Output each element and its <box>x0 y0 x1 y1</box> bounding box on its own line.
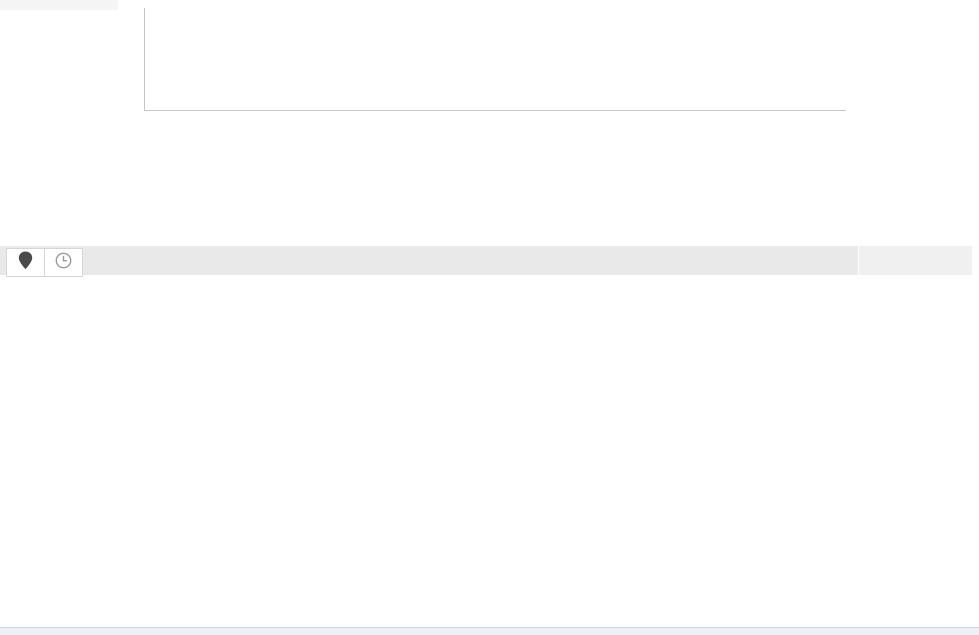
chart-toolbar <box>6 248 83 277</box>
temperature-chart[interactable] <box>145 0 445 150</box>
location-pin-icon <box>18 251 33 275</box>
charts-x-axis-strip-right <box>859 246 972 275</box>
elevation-y-axis-line <box>144 8 145 110</box>
elevation-x-axis-line <box>144 110 846 111</box>
bottom-strip <box>0 628 979 635</box>
bottom-divider <box>0 627 979 628</box>
time-axis-button[interactable] <box>44 248 83 277</box>
chart-label-temperature <box>0 0 118 10</box>
charts-x-axis-strip <box>0 246 858 275</box>
elevation-section <box>0 0 979 245</box>
clock-icon <box>55 252 72 274</box>
position-marker-button[interactable] <box>6 248 45 277</box>
